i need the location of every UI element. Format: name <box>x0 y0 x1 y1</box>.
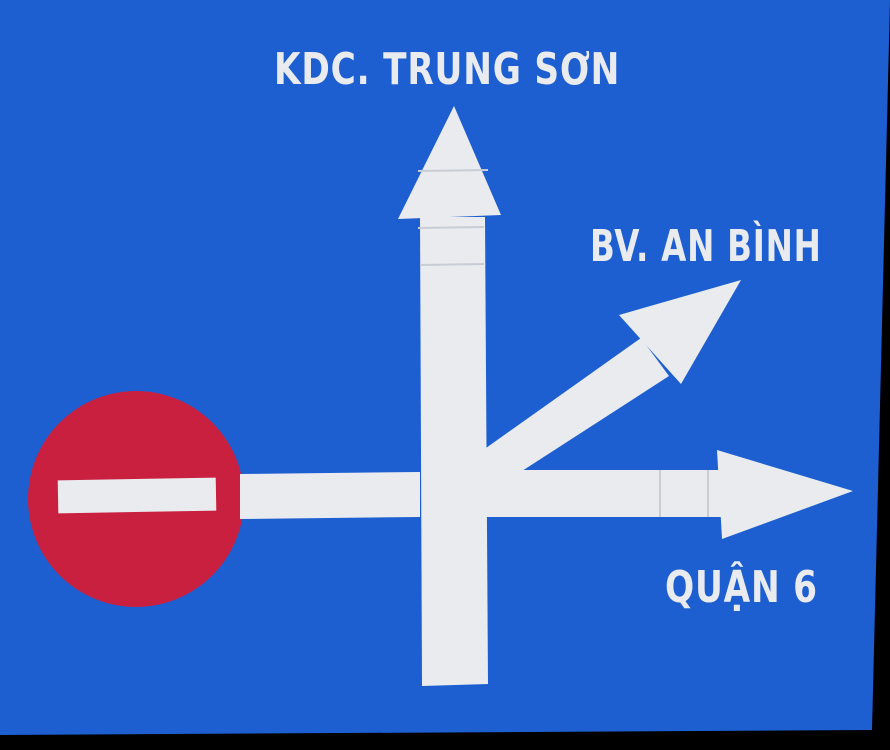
destination-right-diagonal-label: BV. AN BÌNH <box>590 221 822 272</box>
right-diagonal-arrow <box>486 280 741 471</box>
destination-straight-label: KDC. TRUNG SƠN <box>274 44 621 95</box>
right-arrow <box>486 450 853 539</box>
left-arm <box>240 472 420 519</box>
destination-right-label: QUẬN 6 <box>665 562 818 613</box>
no-entry-icon <box>28 391 244 607</box>
straight-arrow <box>398 106 501 686</box>
